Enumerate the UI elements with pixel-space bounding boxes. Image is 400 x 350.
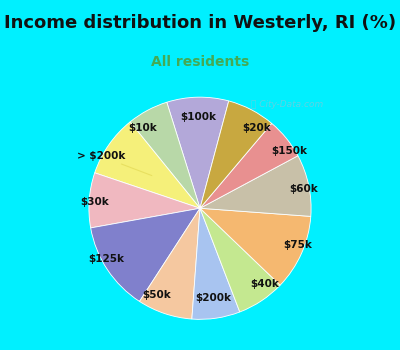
Wedge shape (200, 208, 311, 285)
Wedge shape (167, 97, 229, 208)
Wedge shape (200, 124, 298, 208)
Text: $30k: $30k (80, 197, 142, 206)
Text: $100k: $100k (180, 112, 216, 150)
Wedge shape (200, 156, 311, 216)
Wedge shape (200, 101, 272, 208)
Wedge shape (95, 122, 200, 208)
Text: $200k: $200k (195, 266, 231, 303)
Text: $75k: $75k (253, 232, 312, 250)
Text: $10k: $10k (128, 123, 172, 158)
Text: Income distribution in Westerly, RI (%): Income distribution in Westerly, RI (%) (4, 14, 396, 32)
Text: $60k: $60k (257, 184, 318, 196)
Text: All residents: All residents (151, 55, 249, 69)
Text: $20k: $20k (228, 122, 271, 157)
Text: $50k: $50k (142, 263, 180, 300)
Wedge shape (192, 208, 240, 319)
Text: > $200k: > $200k (77, 151, 152, 176)
Wedge shape (130, 102, 200, 208)
Text: $150k: $150k (246, 146, 307, 172)
Wedge shape (200, 208, 280, 312)
Text: $125k: $125k (88, 240, 151, 264)
Wedge shape (140, 208, 200, 319)
Text: ⓘ City-Data.com: ⓘ City-Data.com (251, 100, 323, 109)
Wedge shape (91, 208, 200, 301)
Wedge shape (89, 173, 200, 228)
Text: $40k: $40k (233, 256, 279, 289)
